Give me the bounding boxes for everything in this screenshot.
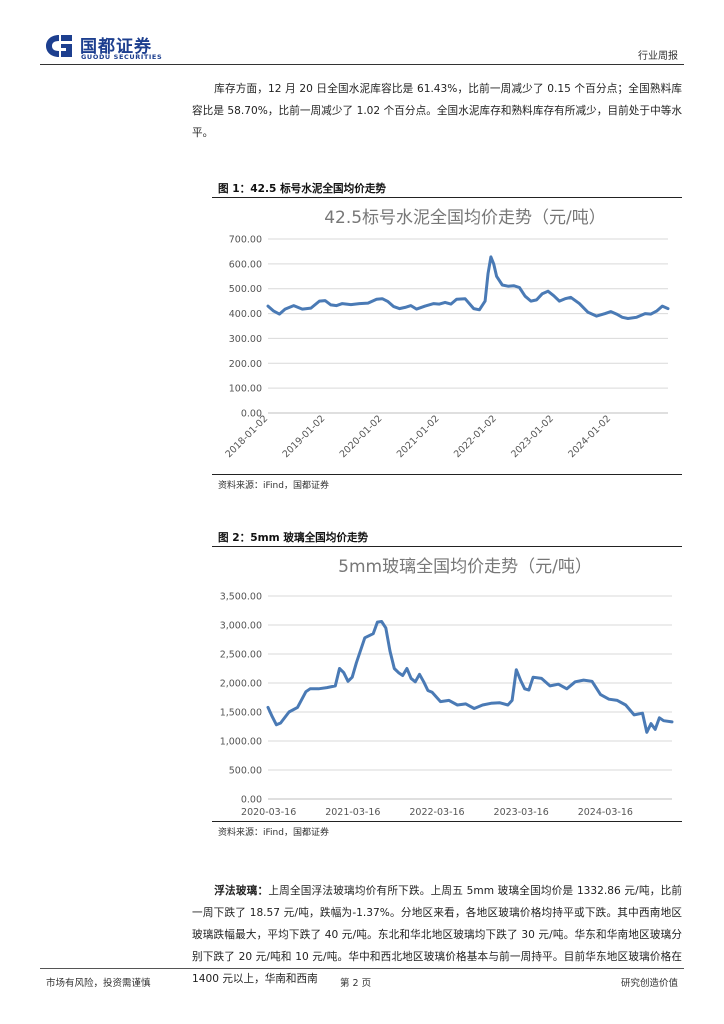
- logo-text-en: GUODU SECURITIES: [81, 53, 163, 61]
- chart-title: 5mm玻璃全国均价走势（元/吨）: [338, 557, 592, 577]
- x-tick-label: 2022-03-16: [409, 807, 464, 818]
- y-tick-label: 0.00: [241, 795, 262, 806]
- logo-text-cn: 国都证券: [80, 37, 152, 57]
- float-glass-paragraph: 浮法玻璃：上周全国浮法玻璃均价有所下跌。上周五 5mm 玻璃全国均价是 1332…: [192, 880, 682, 990]
- inventory-paragraph: 库存方面，12 月 20 日全国水泥库容比是 61.43%，比前一周减少了 0.…: [192, 78, 682, 144]
- glass-price-chart: 5mm玻璃全国均价走势（元/吨） 0.00 500.00 1,000.00 1,500.…: [220, 557, 674, 818]
- x-tick-label: 2024-01-02: [566, 413, 613, 460]
- y-tick-label: 400.00: [229, 309, 262, 320]
- chart-title: 42.5标号水泥全国均价走势（元/吨）: [324, 208, 606, 228]
- y-tick-label: 1,000.00: [220, 737, 262, 748]
- footer-divider: [40, 968, 684, 969]
- figure-1-top-rule: [212, 197, 682, 198]
- company-logo-icon: [46, 35, 72, 57]
- inventory-paragraph-text: 库存方面，12 月 20 日全国水泥库容比是 61.43%，比前一周减少了 0.…: [192, 83, 682, 139]
- y-tick-label: 700.00: [229, 235, 262, 246]
- header-divider: [40, 64, 684, 65]
- x-tick-label: 2022-01-02: [452, 413, 499, 460]
- risk-disclaimer: 市场有风险，投资需谨慎: [46, 978, 151, 989]
- figure-2-top-rule: [212, 546, 682, 547]
- float-glass-lead: 浮法玻璃：: [214, 885, 269, 897]
- page-number: 第 2 页: [340, 978, 372, 989]
- price-series-line: [266, 255, 670, 320]
- x-tick-label: 2019-01-02: [281, 413, 328, 460]
- x-tick-label: 2024-03-16: [578, 807, 633, 818]
- figure-1-caption: 图 1：42.5 标号水泥全国均价走势: [218, 183, 387, 195]
- x-tick-label: 2023-01-02: [509, 413, 556, 460]
- y-tick-label: 0.00: [241, 409, 262, 420]
- float-glass-text: 上周全国浮法玻璃均价有所下跌。上周五 5mm 玻璃全国均价是 1332.86 元…: [192, 885, 683, 985]
- x-tick-label: 2020-01-02: [338, 413, 385, 460]
- x-tick-label: 2020-03-16: [241, 807, 296, 818]
- y-tick-label: 300.00: [229, 334, 262, 345]
- y-tick-label: 1,500.00: [220, 708, 262, 719]
- cement-price-chart: 42.5标号水泥全国均价走势（元/吨） 0.00 100.00 200.00 300.0…: [223, 208, 670, 460]
- y-tick-label: 600.00: [229, 259, 262, 270]
- report-type-label: 行业周报: [638, 51, 678, 62]
- y-tick-label: 3,500.00: [220, 592, 262, 603]
- y-tick-label: 2,000.00: [220, 679, 262, 690]
- figure-1-bottom-rule: [212, 474, 682, 475]
- x-tick-label: 2021-03-16: [325, 807, 380, 818]
- y-tick-label: 100.00: [229, 384, 262, 395]
- x-tick-label: 2023-03-16: [494, 807, 549, 818]
- figure-2-bottom-rule: [212, 821, 682, 822]
- y-tick-label: 2,500.00: [220, 650, 262, 661]
- figure-2-source: 资料来源：iFind，国都证券: [218, 828, 329, 838]
- y-tick-label: 200.00: [229, 359, 262, 370]
- y-tick-label: 3,000.00: [220, 621, 262, 632]
- x-tick-label: 2021-01-02: [395, 413, 442, 460]
- price-series-line: [266, 620, 674, 734]
- figure-1-source: 资料来源：iFind，国都证券: [218, 481, 329, 491]
- y-tick-label: 500.00: [229, 284, 262, 295]
- footer-slogan: 研究创造价值: [620, 978, 678, 989]
- figure-2-caption: 图 2：5mm 玻璃全国均价走势: [218, 532, 369, 544]
- x-tick-label: 2018-01-02: [223, 413, 270, 460]
- y-tick-label: 500.00: [229, 766, 262, 777]
